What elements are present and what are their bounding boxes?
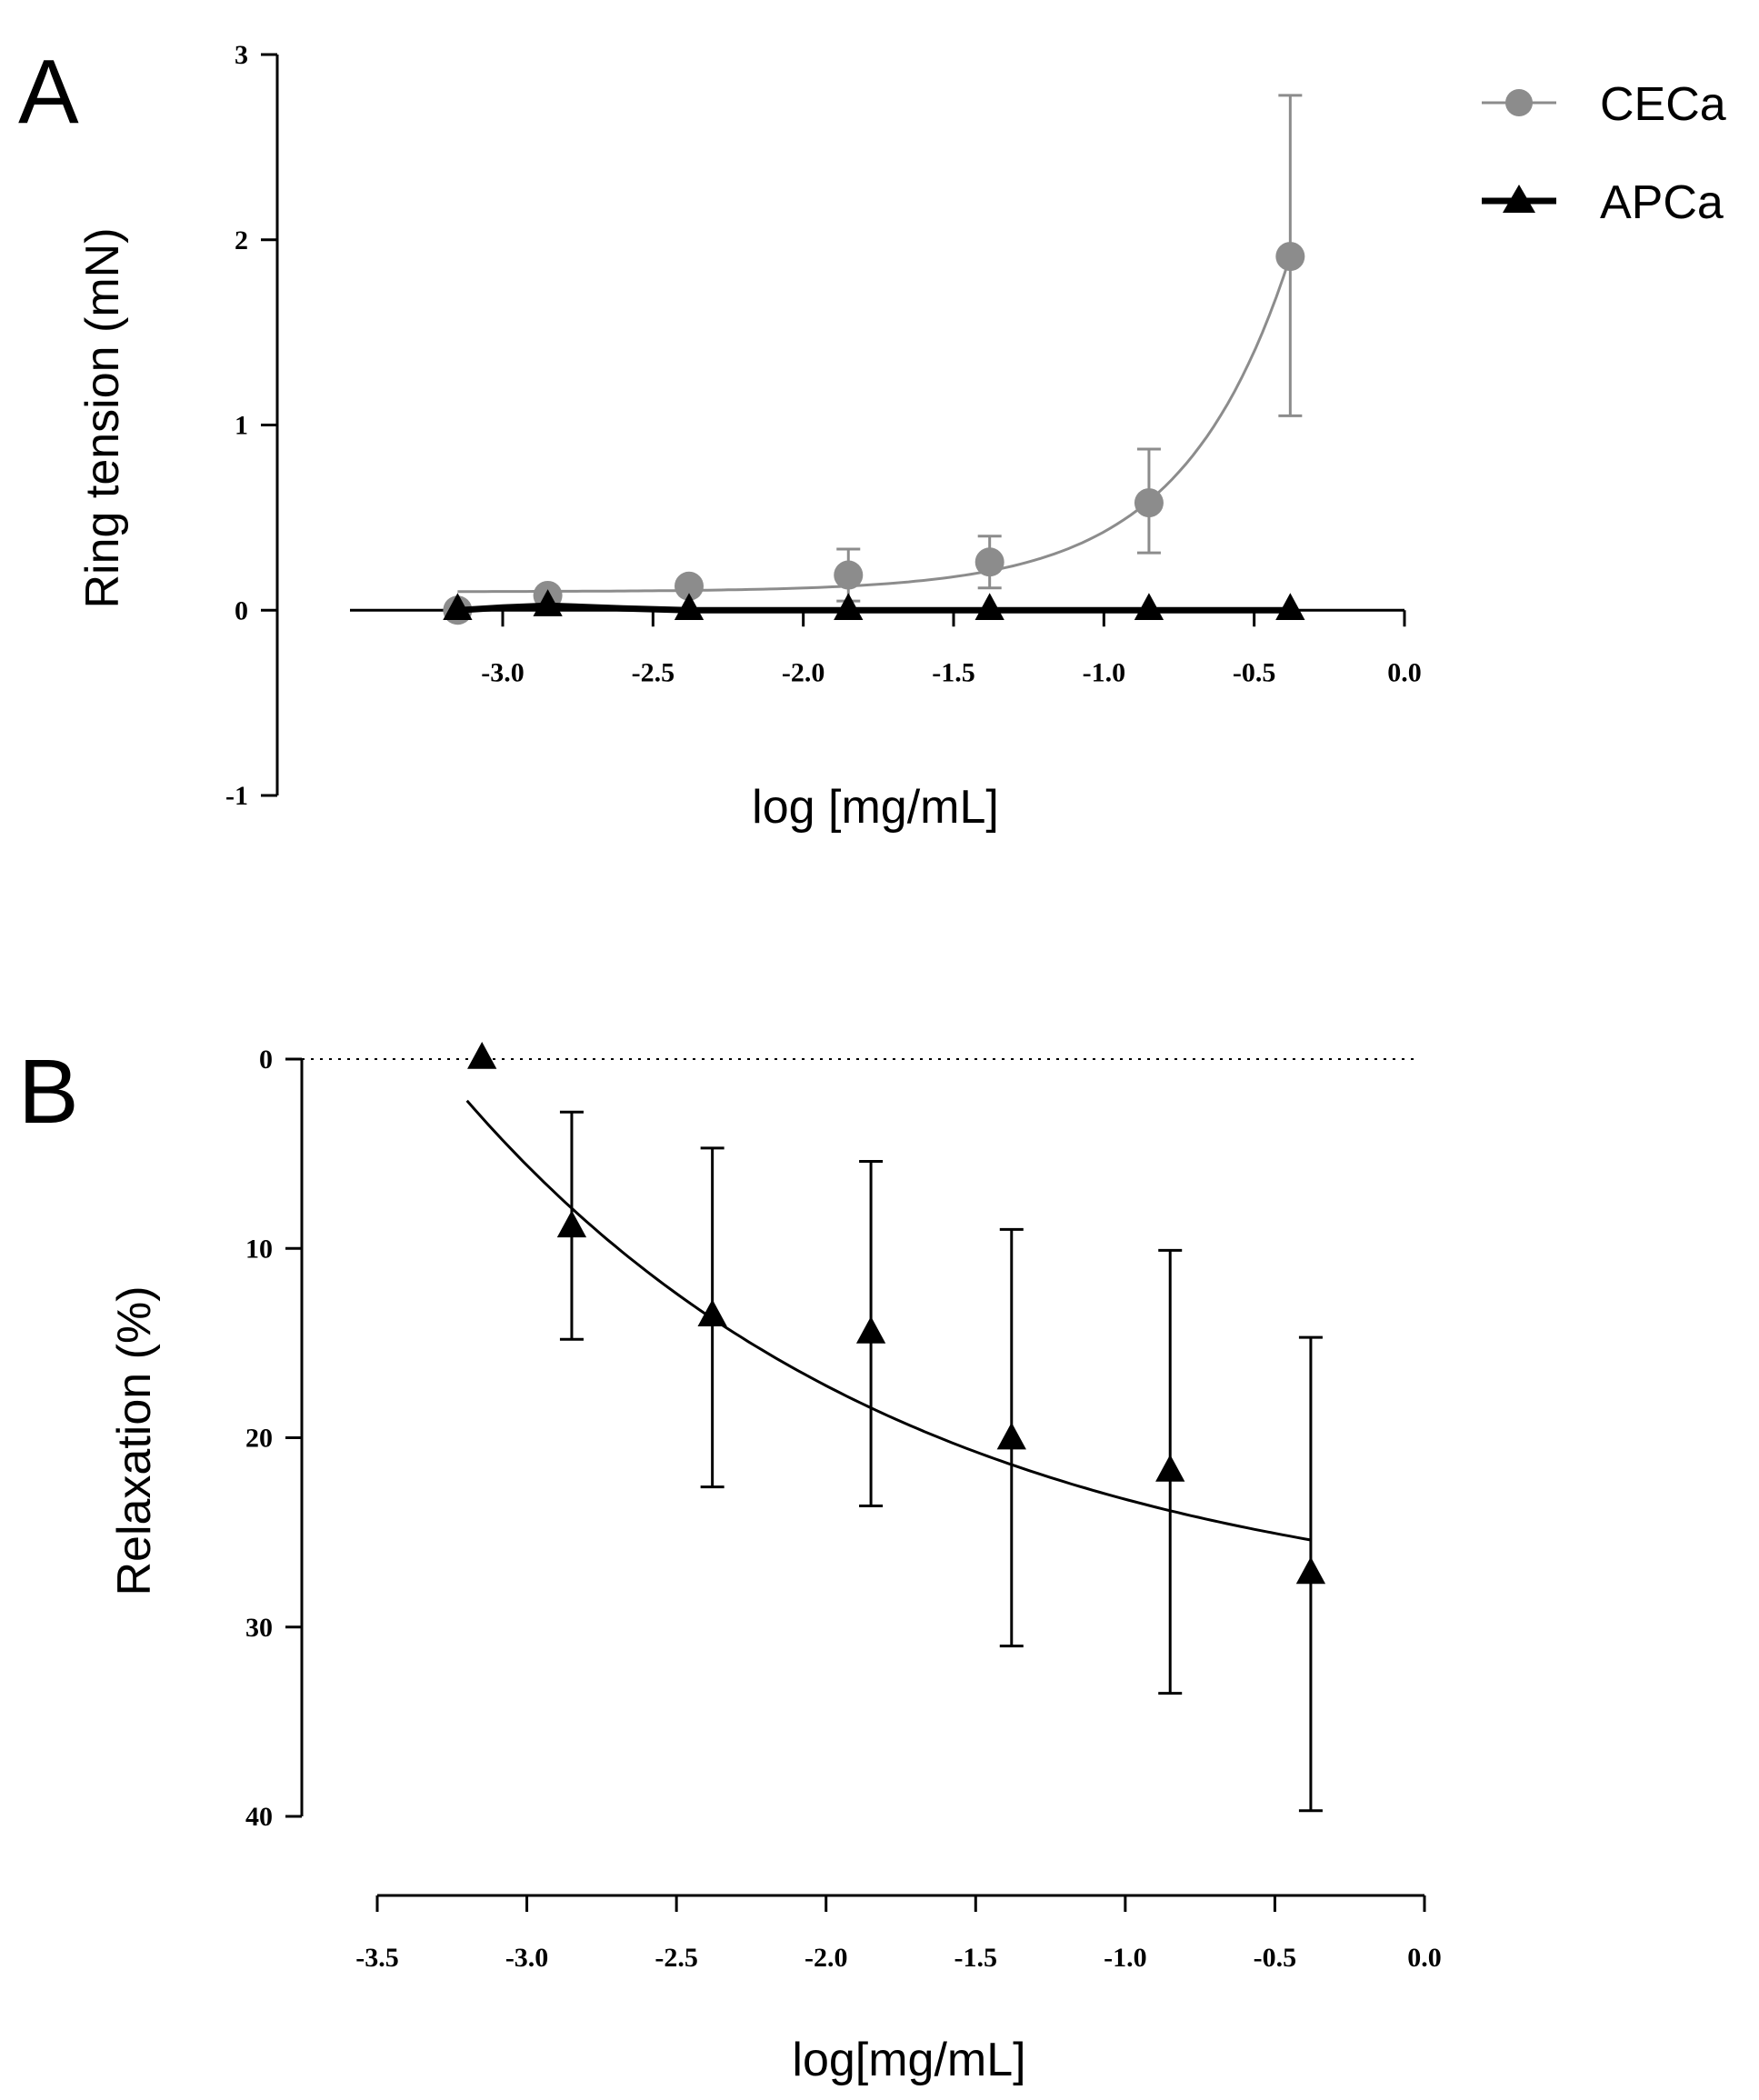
apca-data-point	[834, 593, 864, 620]
ceca-data-point	[675, 571, 705, 601]
apca-data-point	[674, 593, 705, 620]
x-tick-label: -1.0	[1104, 1943, 1147, 1973]
y-tick-label: 3	[235, 40, 248, 70]
apca-data-point	[533, 589, 563, 616]
apca-relaxation-data-point	[697, 1299, 727, 1326]
y-tick-label: 10	[245, 1234, 273, 1264]
panel-b-x-ticks: -3.5 -3.0 -2.5 -2.0 -1.5 -1.0 -0.5 0.0	[355, 1895, 1442, 1973]
y-tick-label: 2	[235, 225, 248, 255]
ceca-fit-curve	[457, 255, 1292, 594]
panel-a-y-ticks: -1 0 1 2 3	[225, 40, 277, 811]
apca-relaxation-data-point	[1295, 1556, 1326, 1585]
y-tick-label: 0	[259, 1045, 273, 1075]
legend-entry-apca: APCa	[1482, 176, 1724, 229]
panel-a-legend: CECa APCa	[1482, 78, 1726, 229]
panel-a-x-ticks: -3.0 -2.5 -2.0 -1.5 -1.0 -0.5 0.0	[481, 610, 1422, 687]
panel-a-plot-area	[443, 94, 1305, 625]
apca-relaxation-data-point	[1155, 1454, 1185, 1482]
legend-ceca-label: CECa	[1600, 78, 1726, 131]
y-tick-label: 20	[245, 1424, 273, 1454]
panel-b-plot-area	[465, 1042, 1326, 1813]
x-tick-label: -2.5	[655, 1943, 698, 1973]
x-tick-label: -1.5	[954, 1943, 998, 1973]
x-tick-label: -0.5	[1233, 657, 1276, 687]
y-tick-label: -1	[225, 781, 248, 811]
apca-relaxation-data-point	[556, 1210, 587, 1238]
apca-relaxation-data-point	[996, 1422, 1026, 1450]
x-tick-label: 0.0	[1407, 1943, 1442, 1973]
y-tick-label: 40	[245, 1802, 273, 1832]
apca-data-point	[1134, 593, 1164, 620]
x-tick-label: -3.5	[355, 1943, 399, 1973]
x-tick-label: -3.0	[481, 657, 525, 687]
panel-b: B 0 10 20 30 40 -3.5 -3.0 -2.5 -2.0 -1.5 -1.0 -0.5…	[18, 1041, 1442, 2086]
x-tick-label: -2.0	[805, 1943, 848, 1973]
panel-a: A -1 0 1 2 3 -3.0 -2.5 -2.0 -1.5 -1.0 -0.5 0.0 Rin…	[18, 40, 1726, 834]
ceca-data-point	[1134, 488, 1164, 518]
panel-a-y-axis-title: Ring tension (mN)	[76, 227, 129, 608]
y-tick-label: 0	[235, 595, 248, 625]
panel-b-axes: 0 10 20 30 40 -3.5 -3.0 -2.5 -2.0 -1.5 -1.0 -0.5 0.…	[245, 1045, 1442, 1973]
x-tick-label: -2.0	[782, 657, 825, 687]
ceca-data-point	[834, 560, 864, 590]
panel-b-x-axis-title: log[mg/mL]	[792, 2034, 1025, 2086]
x-tick-label: -1.5	[932, 657, 975, 687]
x-tick-label: -0.5	[1254, 1943, 1297, 1973]
apca-data-point	[1275, 593, 1305, 620]
panel-letter-b: B	[18, 1041, 79, 1143]
y-tick-label: 1	[235, 411, 248, 441]
legend-entry-ceca: CECa	[1482, 78, 1726, 131]
legend-ceca-circle-marker	[1505, 89, 1533, 116]
apca-fit-line	[457, 602, 1291, 614]
legend-apca-label: APCa	[1600, 176, 1724, 229]
panel-b-y-ticks: 0 10 20 30 40	[245, 1045, 302, 1832]
x-tick-label: 0.0	[1387, 657, 1422, 687]
x-tick-label: -3.0	[505, 1943, 549, 1973]
legend-apca-triangle-marker	[1503, 185, 1535, 213]
apca-relaxation-data-point	[855, 1315, 886, 1344]
ceca-data-point	[1275, 242, 1305, 272]
apca-relaxation-fit-curve	[465, 1099, 1312, 1542]
x-tick-label: -2.5	[632, 657, 675, 687]
x-tick-label: -1.0	[1083, 657, 1126, 687]
panel-a-axes: -1 0 1 2 3 -3.0 -2.5 -2.0 -1.5 -1.0 -0.5 0.0	[225, 40, 1422, 811]
y-tick-label: 30	[245, 1613, 273, 1643]
panel-a-x-axis-title: log [mg/mL]	[752, 781, 999, 834]
apca-data-point	[443, 593, 473, 620]
apca-relaxation-data-point	[467, 1042, 497, 1069]
panel-b-y-axis-title: Relaxation (%)	[108, 1285, 161, 1595]
panel-letter-a: A	[18, 41, 79, 143]
ceca-data-point	[974, 547, 1004, 577]
apca-data-point	[974, 593, 1004, 620]
